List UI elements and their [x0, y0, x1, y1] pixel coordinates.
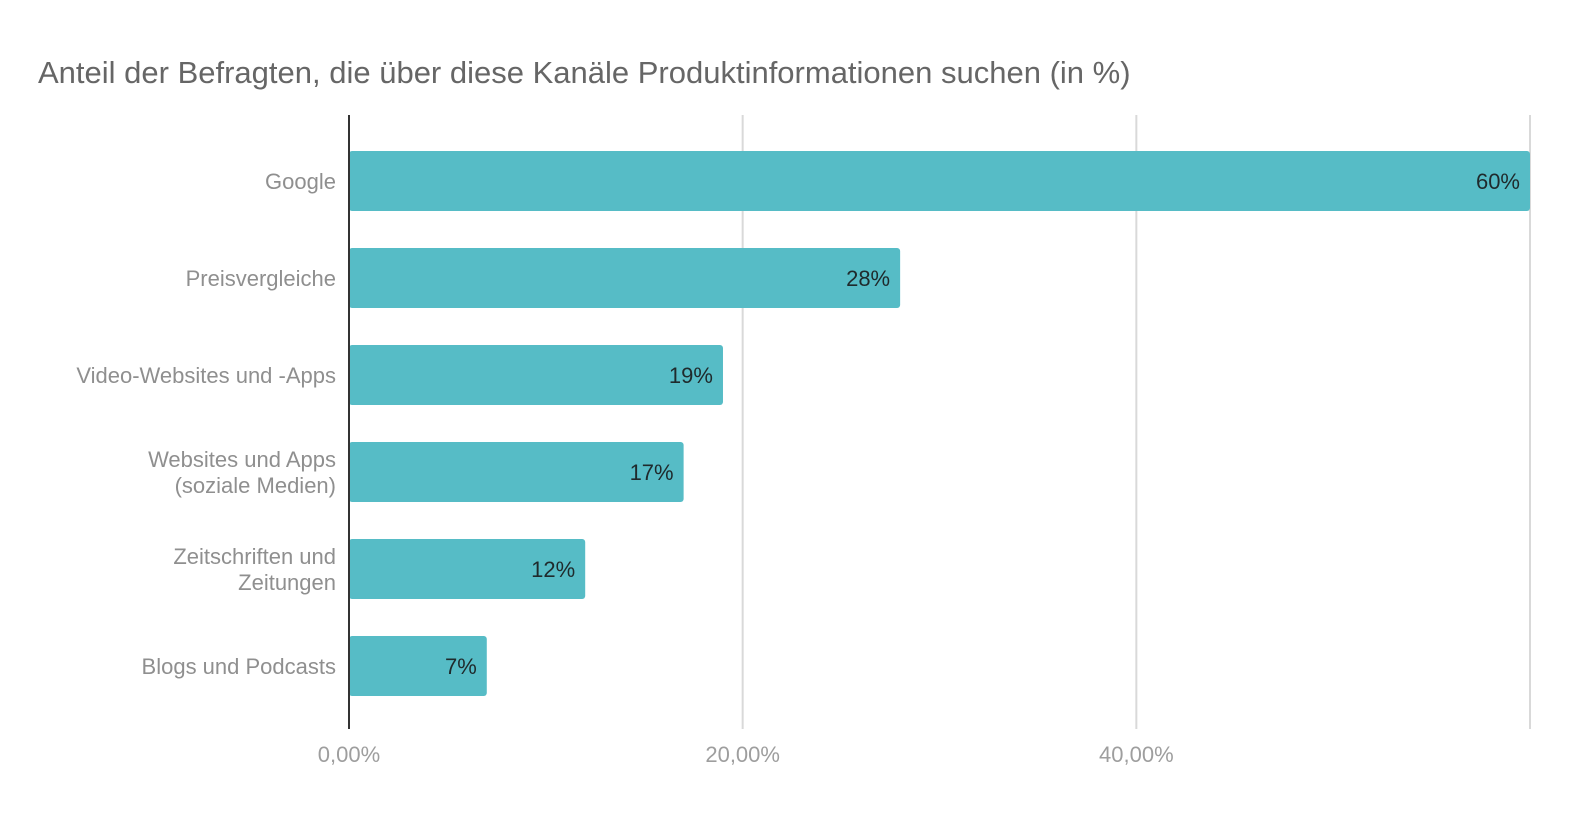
bars: 60% 28% 19% 17% 12% 7% [349, 151, 1530, 696]
x-tick-label: 20,00% [705, 742, 780, 767]
chart-title: Anteil der Befragten, die über diese Kan… [38, 55, 1131, 90]
bar [349, 345, 723, 405]
category-label: Google [265, 169, 336, 194]
data-label: 7% [445, 654, 477, 679]
bar [349, 539, 586, 599]
data-label: 12% [531, 557, 575, 582]
category-label: Preisvergleiche [186, 266, 336, 291]
bar [349, 442, 684, 502]
data-label: 60% [1476, 169, 1520, 194]
x-tick-label: 0,00% [318, 742, 380, 767]
data-label: 19% [669, 363, 713, 388]
category-label: Video-Websites und -Apps [76, 363, 336, 388]
bar [349, 151, 1530, 211]
bar [349, 248, 901, 308]
x-tick-labels: 0,00% 20,00% 40,00% [318, 742, 1174, 767]
category-labels: Google Preisvergleiche Video-Websites und … [76, 169, 336, 679]
gridlines [741, 115, 1531, 729]
category-label: Blogs und Podcasts [142, 654, 336, 679]
bar [349, 636, 487, 696]
data-label: 28% [846, 266, 890, 291]
data-label: 17% [630, 460, 674, 485]
x-tick-label: 40,00% [1099, 742, 1174, 767]
category-label: Websites und Apps (soziale Medien) [148, 447, 336, 498]
category-label: Zeitschriften und Zeitungen [173, 544, 336, 595]
